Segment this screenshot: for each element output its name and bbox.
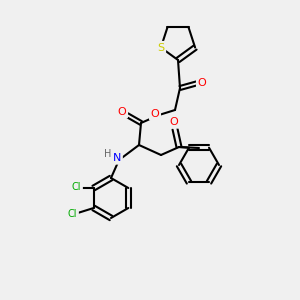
Text: Cl: Cl [72,182,81,192]
Text: O: O [151,109,159,119]
Text: S: S [157,43,164,52]
Text: O: O [198,78,206,88]
Text: Cl: Cl [68,209,77,219]
Text: N: N [113,153,121,163]
Text: O: O [118,107,126,117]
Text: O: O [169,117,178,127]
Text: H: H [104,149,112,159]
